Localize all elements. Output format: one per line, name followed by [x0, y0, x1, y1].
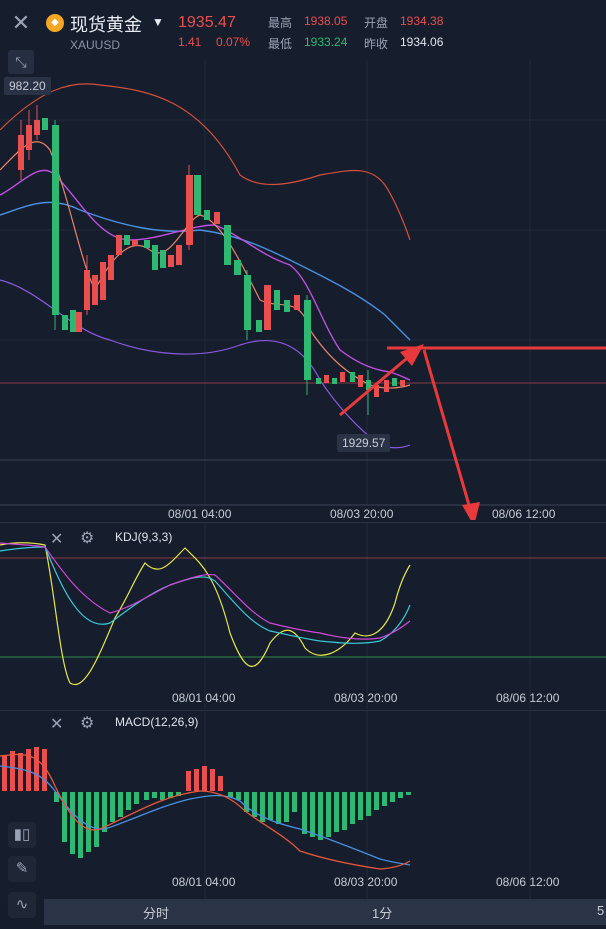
macd-chart-svg: [0, 711, 531, 899]
prev-close-label: 昨收: [364, 37, 389, 51]
tab-time-share[interactable]: 分时: [143, 906, 170, 921]
main-chart-panel: ✕ ◆ 现货黄金 ▼ XAUUSD 1935.47 1.41 0.07% 最高 …: [0, 10, 606, 521]
time-label-1: 08/01 04:00: [172, 875, 236, 889]
time-label-2: 08/03 20:00: [330, 507, 394, 521]
close-icon[interactable]: ✕: [11, 10, 31, 35]
open-value: 1934.38: [400, 14, 444, 28]
ma-long-line: [0, 201, 411, 341]
ma-mid-line: [0, 169, 411, 381]
top-value-label: 982.20: [4, 77, 51, 95]
kdj-chart-svg: [0, 523, 606, 709]
macd-dif-line: [0, 753, 411, 870]
price-change-pct: 0.07%: [216, 35, 251, 49]
low-marker-label: 1929.57: [337, 434, 391, 452]
open-label: 开盘: [364, 16, 389, 30]
prev-close-value: 1934.06: [400, 35, 444, 49]
close-icon[interactable]: ✕: [50, 716, 64, 733]
kdj-panel: ✕ ⚙ KDJ(9,3,3) 08/01 04:00 08/03 20:00 0…: [0, 522, 606, 709]
tab-1min[interactable]: 1分: [372, 906, 393, 921]
time-label-1: 08/01 04:00: [172, 691, 236, 705]
up-arrow: [339, 352, 413, 417]
kdj-d-line: [0, 542, 411, 640]
high-label: 最高: [268, 16, 293, 30]
candlestick-icon[interactable]: ▮▯: [8, 822, 36, 848]
period-tab-bar: 分时 1分 5: [44, 899, 606, 925]
low-label: 最低: [268, 37, 293, 51]
current-price: 1935.47: [178, 14, 236, 31]
settings-icon[interactable]: ⚙: [80, 715, 95, 732]
time-label-3: 08/06 12:00: [496, 875, 560, 889]
time-label-2: 08/03 20:00: [334, 875, 398, 889]
pencil-icon[interactable]: ✎: [8, 856, 36, 882]
tab-5min[interactable]: 5: [597, 903, 605, 918]
chevron-down-icon[interactable]: ▼: [152, 15, 164, 29]
macd-histogram: [2, 747, 411, 858]
time-label-1: 08/01 04:00: [168, 507, 232, 521]
macd-dea-line: [0, 765, 411, 866]
indicator-icon[interactable]: ∿: [8, 892, 36, 918]
macd-indicator-label: MACD(12,26,9): [115, 715, 199, 729]
high-value: 1938.05: [304, 14, 348, 28]
kdj-indicator-label: KDJ(9,3,3): [115, 530, 173, 544]
candlesticks: [18, 105, 405, 415]
down-arrow: [422, 349, 473, 513]
close-icon[interactable]: ✕: [50, 531, 64, 548]
symbol-title[interactable]: 现货黄金: [70, 15, 142, 35]
low-value: 1933.24: [304, 35, 348, 49]
gold-logo-icon: ◆: [46, 14, 64, 32]
bollinger-upper: [0, 83, 411, 241]
macd-panel: ✕ ⚙ MACD(12,26,9) 08/01 04:00 08/03 20:0…: [0, 710, 606, 899]
time-label-3: 08/06 12:00: [492, 507, 556, 521]
main-chart-svg: [0, 60, 606, 520]
symbol-code: XAUUSD: [70, 38, 121, 52]
settings-icon[interactable]: ⚙: [80, 530, 95, 547]
price-change: 1.41: [178, 35, 202, 49]
time-label-2: 08/03 20:00: [334, 691, 398, 705]
kdj-j-line: [0, 542, 411, 686]
ma-short-line: [0, 141, 411, 389]
collapse-icon[interactable]: ⤡: [8, 50, 34, 74]
time-label-3: 08/06 12:00: [496, 691, 560, 705]
kdj-k-line: [0, 546, 411, 644]
